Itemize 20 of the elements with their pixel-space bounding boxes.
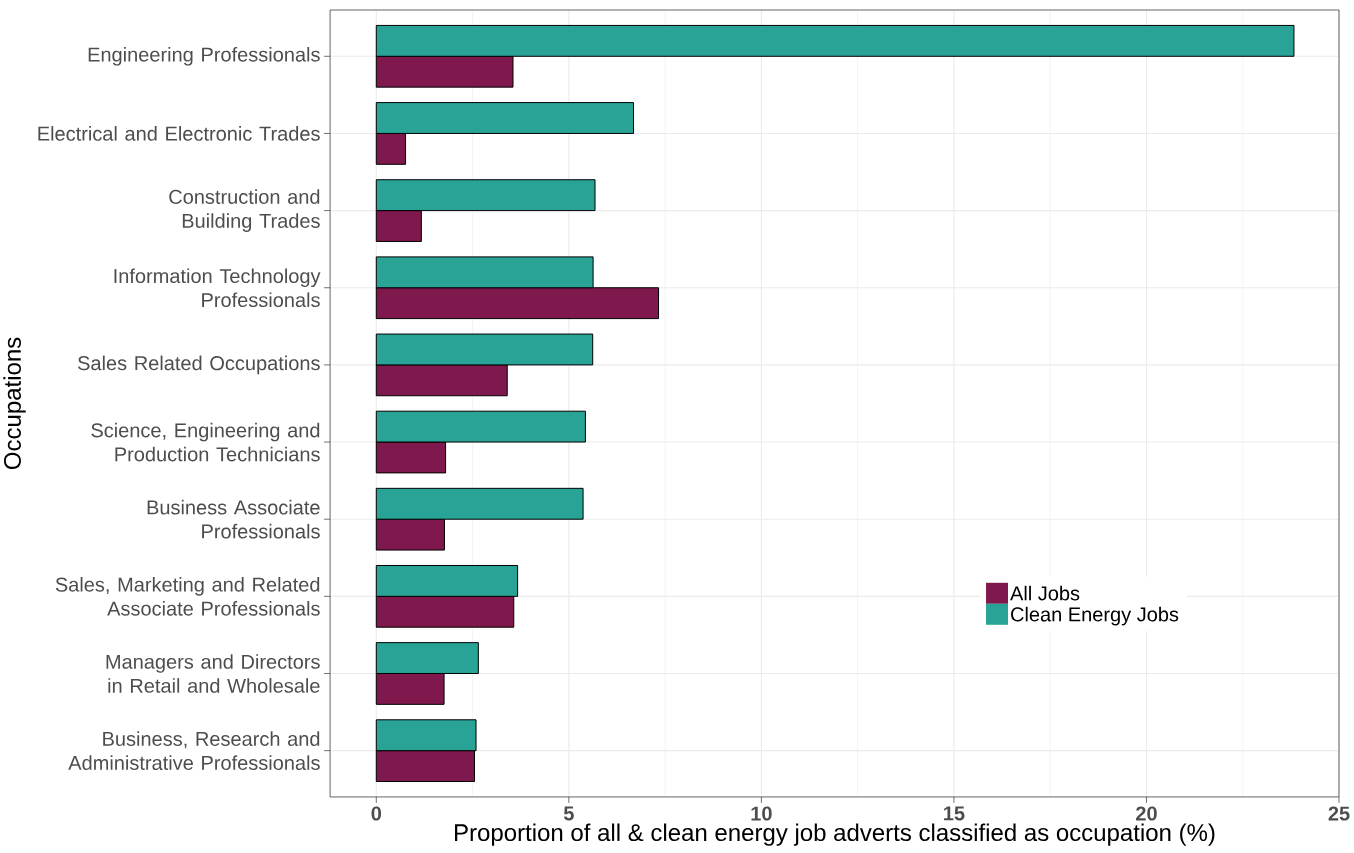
y-tick-label: Sales Related Occupations [78,355,320,375]
legend-label: All Jobs [1010,585,1080,601]
x-tick-label: 0 [371,806,382,821]
x-tick-label: 10 [751,806,772,821]
x-axis-title: Proportion of all & clean energy job adverts classified as occupation (%) [455,823,1215,846]
y-tick-label: Business, Research and Administrative Professionals [68,731,320,771]
x-tick-label: 25 [1328,806,1350,821]
y-tick-label: Science, Engineering and Production Technicians [91,422,320,462]
y-tick-label: Managers and Directors in Retail and Wholesale [106,654,320,693]
y-tick-label: Information Technology Professionals [114,268,321,308]
x-tick-label: 20 [1136,806,1157,821]
y-tick-label: Electrical and Electronic Trades [38,126,320,141]
y-tick-label: Sales, Marketing and Related Associate Professionals [55,577,320,616]
x-tick-label: 15 [944,806,965,821]
y-axis-title: Occupations [3,337,26,470]
y-tick-label: Engineering Professionals [88,47,320,66]
y-tick-label: Construction and Building Trades [169,189,320,232]
x-tick-label: 5 [563,806,574,821]
legend-label: Clean Energy Jobs [1011,606,1179,626]
y-tick-label: Business Associate Professionals [147,499,320,539]
